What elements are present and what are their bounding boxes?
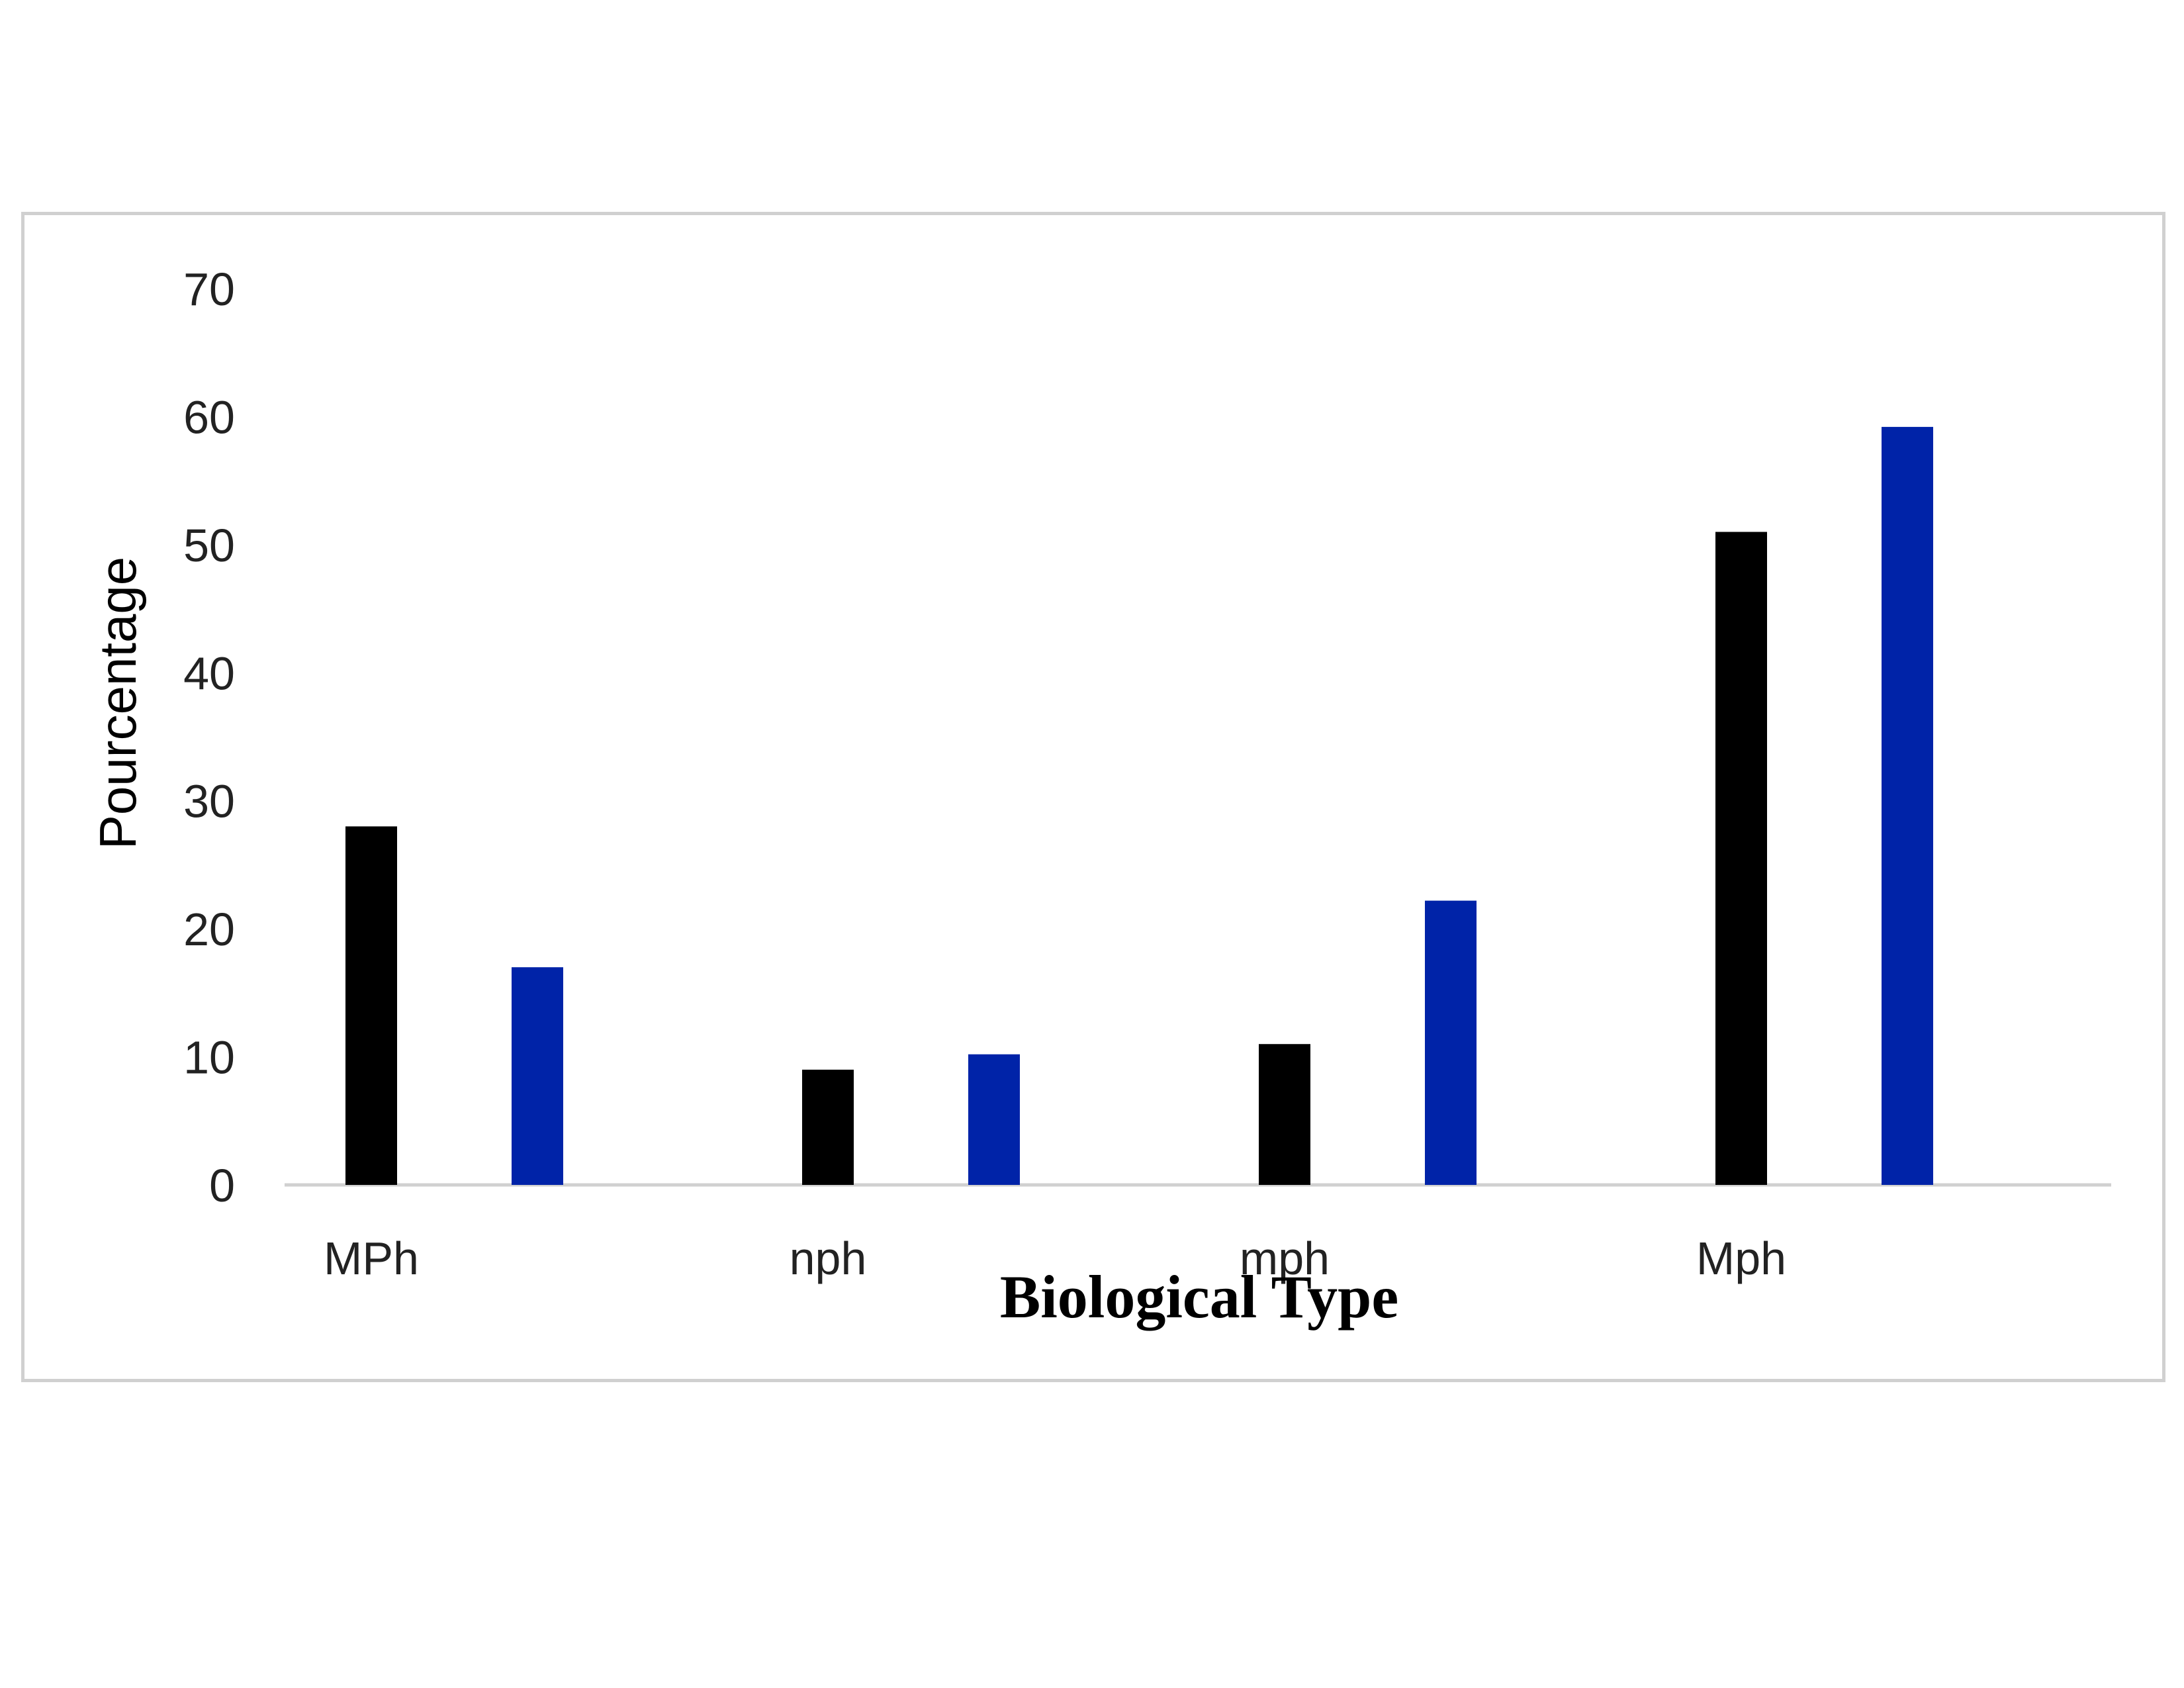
- bar-MPh-series-2: [512, 967, 563, 1185]
- chart-frame: [21, 212, 2165, 1382]
- bar-nph-series-1: [802, 1069, 854, 1185]
- bar-Mph-series-2: [1882, 426, 1933, 1185]
- y-tick-label: 40: [183, 647, 235, 699]
- y-tick-label: 0: [209, 1160, 235, 1211]
- y-axis-label: Pourcentage: [89, 557, 147, 849]
- x-category-label: MPh: [324, 1233, 419, 1284]
- bar-nph-series-2: [968, 1054, 1020, 1185]
- y-tick-label: 10: [183, 1032, 235, 1084]
- x-category-label: mph: [1240, 1233, 1330, 1284]
- y-tick-label: 70: [183, 263, 235, 315]
- y-tick-label: 30: [183, 776, 235, 827]
- y-tick-label: 50: [183, 520, 235, 571]
- y-axis-ticks: 0 10 20 30 40 50 60 70: [183, 263, 235, 1211]
- x-axis-categories: MPh nph mph Mph: [324, 1233, 1786, 1284]
- x-axis-label: Biological Type: [1000, 1263, 1398, 1331]
- bar-mph-series-1: [1259, 1044, 1310, 1185]
- bar-mph-series-2: [1425, 900, 1477, 1185]
- bar-Mph-series-1: [1715, 532, 1767, 1185]
- y-tick-label: 20: [183, 904, 235, 955]
- x-category-label: Mph: [1696, 1233, 1786, 1284]
- bars: [345, 426, 1933, 1185]
- y-tick-label: 60: [183, 391, 235, 443]
- bar-MPh-series-1: [345, 826, 397, 1185]
- x-category-label: nph: [790, 1233, 867, 1284]
